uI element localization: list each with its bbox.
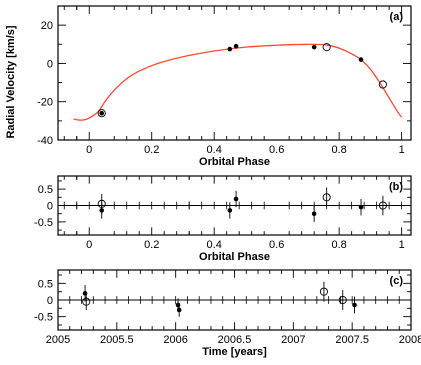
x-tick-label: 2006 (163, 334, 187, 346)
y-tick-label: 0 (47, 58, 53, 70)
panel-b-phase-residuals: 0 0.2 0.4 0.6 0.8 1 -0.5 0 0.5 Orbital Phase (b) (34, 175, 412, 263)
y-tick-label: 0 (47, 295, 53, 307)
y-tick-label: -0.5 (34, 312, 53, 324)
data-point-filled (99, 110, 105, 116)
panel-label: (c) (390, 275, 404, 287)
x-tick-label: 0.8 (332, 239, 347, 251)
model-curve (73, 43, 403, 121)
data-point-filled (311, 211, 317, 216)
x-tick-label: 2007 (281, 334, 305, 346)
data-point-filled (358, 204, 364, 210)
y-tick-label: 20 (41, 20, 53, 32)
x-tick-label: 2006.5 (218, 334, 252, 346)
x-tick-label: 0.6 (269, 239, 284, 251)
x-tick-label: 0 (86, 239, 92, 251)
x-tick-label: 0.2 (144, 239, 159, 251)
x-tick-label: 0.8 (332, 144, 347, 156)
x-tick-label: 2005.5 (100, 334, 134, 346)
data-point-open (338, 295, 347, 305)
y-axis-title: Radial Velocity [km/s] (5, 25, 17, 138)
data-point-filled (176, 307, 182, 313)
x-tick-label: 0 (86, 144, 92, 156)
y-tick-label: -40 (37, 135, 53, 147)
x-tick-label: 2005 (46, 334, 70, 346)
y-tick-label: -0.5 (34, 217, 53, 229)
x-tick-label: 0.4 (207, 239, 222, 251)
x-axis-title: Time [years] (202, 346, 267, 358)
x-axis-title: Orbital Phase (199, 156, 270, 168)
data-point-open (97, 199, 106, 208)
x-axis-title: Orbital Phase (199, 251, 270, 263)
data-point-open (378, 80, 387, 89)
panel-label: (a) (390, 11, 404, 23)
plot-frame (57, 5, 412, 141)
y-tick-label: 0 (47, 201, 53, 213)
data-point-open (319, 287, 328, 296)
y-tick-label: 0.5 (38, 278, 53, 290)
x-tick-label: 0.4 (207, 144, 222, 156)
data-point-filled (227, 46, 233, 52)
x-tick-label: 0.2 (144, 144, 159, 156)
panel-a-velocity-curve: 0 0.2 0.4 0.6 0.8 1 -40 -20 0 20 Orbital Phase (a) (37, 5, 412, 168)
data-point-filled (233, 196, 239, 202)
data-point-open (378, 201, 387, 210)
data-point-filled (352, 302, 357, 308)
panel-c-time-residuals: 2005 2005.5 2006 2006.5 2007 2007.5 2008 -0.5 0 0… (34, 269, 421, 358)
x-tick-label: 2007.5 (335, 334, 369, 346)
data-point-filled (311, 44, 317, 50)
panel-label: (b) (389, 181, 403, 193)
x-tick-label: 1 (399, 239, 405, 251)
x-tick-label: 1 (399, 144, 405, 156)
data-point-filled (358, 57, 364, 62)
x-tick-label: 0.6 (269, 144, 284, 156)
data-point-filled (227, 208, 233, 213)
data-point-filled (233, 43, 239, 49)
data-point-open (97, 109, 106, 118)
data-point-open (322, 43, 331, 52)
y-tick-label: 0.5 (38, 184, 53, 196)
x-tick-label: 2008 (399, 334, 421, 346)
y-tick-label: -20 (37, 97, 53, 109)
data-point-open (82, 297, 91, 306)
data-point-open (322, 193, 331, 202)
